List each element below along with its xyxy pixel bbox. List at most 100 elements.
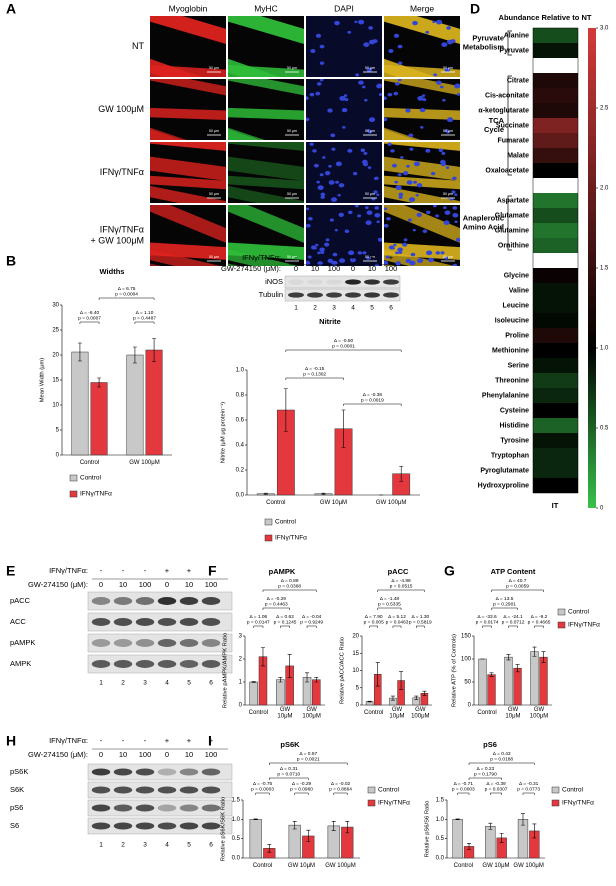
- legend-swatch: [264, 518, 273, 526]
- nucleus: [420, 126, 424, 129]
- fibre: [384, 156, 460, 181]
- dose: 0: [351, 264, 355, 273]
- nucleus: [446, 26, 451, 30]
- blot-band: [91, 597, 111, 605]
- bar: [530, 651, 539, 706]
- x-tick-label: Control: [477, 710, 496, 716]
- nucleus: [387, 142, 392, 146]
- heatmap-cell: [533, 388, 578, 403]
- nucleus: [315, 243, 319, 247]
- bar: [487, 674, 496, 706]
- scale-bar-label: 50 μm: [443, 66, 453, 70]
- dose: 10: [311, 264, 319, 273]
- dose: 10: [368, 264, 376, 273]
- bracket: [534, 625, 544, 628]
- treatment: +: [165, 736, 170, 745]
- error-bar: [283, 388, 288, 432]
- annotation-p: p = 0.0712: [502, 619, 525, 625]
- nucleus: [400, 156, 404, 159]
- lane-number: 6: [389, 305, 393, 312]
- x-tick-label: GW: [508, 707, 519, 713]
- dose: 100: [205, 580, 218, 589]
- fibre: [384, 64, 460, 77]
- micrograph: 50 μm: [306, 205, 382, 266]
- nucleus: [343, 94, 348, 97]
- heatmap-frame: [532, 27, 579, 494]
- micrograph: 50 μm: [150, 205, 226, 266]
- annotation-p: p = 0.0710: [277, 771, 300, 777]
- blot-band: [135, 786, 155, 794]
- y-tick-label: 0.5: [436, 836, 445, 842]
- nucleus: [350, 257, 356, 263]
- nucleus: [317, 185, 324, 191]
- error-bar: [532, 646, 537, 657]
- annotation-p: p = 0.0059: [506, 583, 529, 589]
- annotation-p: p = 0.0368: [278, 583, 301, 589]
- annotation-delta: Δ = -4.98: [391, 578, 411, 584]
- x-tick-label: GW 10μM: [288, 863, 315, 869]
- heatmap-row-label: Serine: [508, 362, 530, 369]
- bracket: [333, 792, 348, 795]
- y-axis-label: Relative pS6K/S6K Ratio: [221, 797, 227, 861]
- nucleus: [327, 108, 333, 113]
- nucleus: [388, 48, 394, 54]
- nucleus: [306, 223, 311, 228]
- heatmap-column-label: IT: [552, 501, 559, 510]
- nucleus: [431, 171, 436, 176]
- nucleus: [366, 210, 373, 215]
- y-axis-label: Relative pAMPK/AMPK Ratio: [223, 633, 229, 708]
- annotation-p: p = 0.0188: [490, 756, 513, 762]
- bracket: [457, 792, 470, 795]
- nucleus: [366, 256, 371, 260]
- annotation-delta: Δ = -0.29: [267, 596, 287, 602]
- dose: 100: [205, 750, 218, 759]
- dose: 100: [385, 264, 398, 273]
- treatment: -: [100, 736, 103, 745]
- nucleus: [441, 42, 448, 47]
- y-tick-label: 10: [352, 668, 359, 674]
- nucleus: [373, 177, 378, 181]
- heatmap-row-label: Phenylalanine: [482, 392, 529, 399]
- blot-strip: [284, 288, 401, 302]
- blot-band: [157, 660, 177, 668]
- bracket: [377, 589, 425, 592]
- nucleus: [440, 251, 445, 255]
- bar: [485, 826, 496, 859]
- scale-bar-label: 50 μm: [287, 192, 297, 196]
- lane-number: 6: [209, 842, 213, 849]
- fibre: [150, 127, 187, 140]
- annotation-delta: Δ = 0.57: [299, 751, 317, 757]
- heatmap-row-label: Succinate: [496, 122, 529, 129]
- y-tick-label: 5: [56, 428, 60, 434]
- blot-band: [113, 786, 133, 794]
- bracket: [134, 321, 155, 324]
- lane-number: 2: [121, 680, 125, 687]
- nucleus: [397, 61, 403, 65]
- nucleus: [306, 260, 311, 266]
- y-tick-label: 0: [239, 703, 243, 709]
- nucleus: [354, 205, 359, 208]
- lane-number: 3: [143, 842, 147, 849]
- annotation-p: p = 0.0307: [485, 786, 508, 792]
- fibre: [228, 205, 304, 243]
- x-tick-label: Control: [266, 500, 285, 506]
- treatment-label: IFNγ/TNFα:: [49, 736, 88, 745]
- legend-swatch: [557, 621, 566, 629]
- heatmap-row-label: Threonine: [495, 377, 529, 384]
- dose-label: GW-274150 (μM):: [28, 750, 88, 759]
- fibre: [150, 107, 226, 120]
- panel-label: E: [6, 563, 15, 579]
- y-tick-label: 1: [239, 680, 243, 686]
- y-tick-label: 3: [239, 634, 243, 640]
- blot-band: [179, 618, 199, 626]
- annotation-delta: Δ = 6.75: [118, 286, 136, 292]
- x-tick-label: GW 100μM: [376, 500, 406, 506]
- fibre: [228, 185, 304, 203]
- band-label: Tubulin: [259, 290, 283, 299]
- error-bar: [152, 338, 157, 362]
- nucleus: [421, 94, 426, 97]
- x-tick-label: GW 10μM: [482, 863, 509, 869]
- error-bar: [263, 492, 268, 495]
- dose: 100: [328, 264, 341, 273]
- nucleus: [384, 223, 389, 228]
